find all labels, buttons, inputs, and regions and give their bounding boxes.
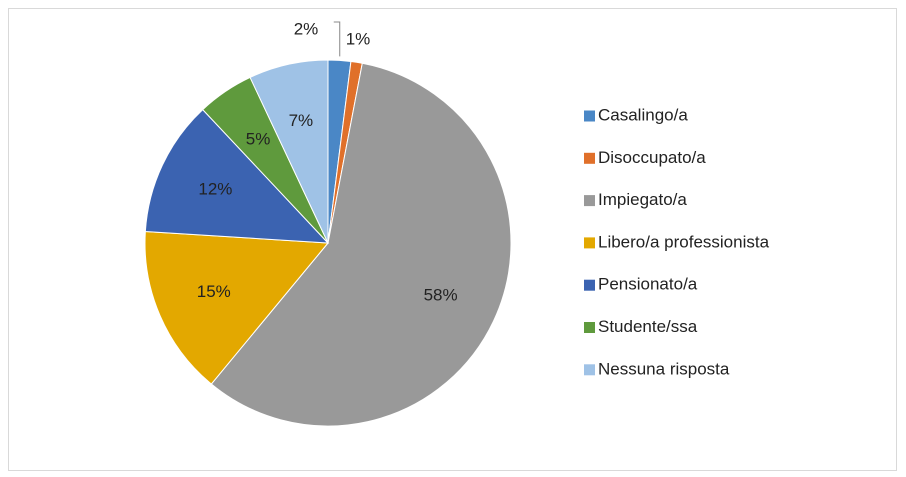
legend-label: Impiegato/a <box>598 190 687 209</box>
legend-swatch <box>584 279 595 291</box>
legend-label: Libero/a professionista <box>598 232 770 251</box>
pie-slice <box>144 230 330 385</box>
legend-swatch <box>584 237 595 249</box>
pie-slice <box>249 59 329 244</box>
data-label: 2% <box>294 19 319 38</box>
legend-label: Disoccupato/a <box>598 148 706 167</box>
legend-label: Casalingo/a <box>598 105 688 124</box>
legend-swatch <box>584 110 595 122</box>
data-label: 12% <box>198 180 232 199</box>
data-label: 58% <box>424 285 458 304</box>
legend-swatch <box>584 364 595 376</box>
leader-line <box>333 21 341 57</box>
legend-swatch <box>584 152 595 164</box>
data-label: 1% <box>346 29 371 48</box>
chart-frame <box>8 8 897 471</box>
legend-swatch <box>584 195 595 207</box>
legend-label: Pensionato/a <box>598 275 698 294</box>
pie-slice <box>210 62 512 427</box>
legend-swatch <box>584 322 595 333</box>
legend-label: Nessuna risposta <box>598 359 730 378</box>
legend-label: Studente/ssa <box>598 317 698 336</box>
data-label: 5% <box>246 130 271 149</box>
pie-slice <box>144 108 330 244</box>
data-label: 15% <box>197 282 231 301</box>
data-label: 7% <box>289 111 314 130</box>
